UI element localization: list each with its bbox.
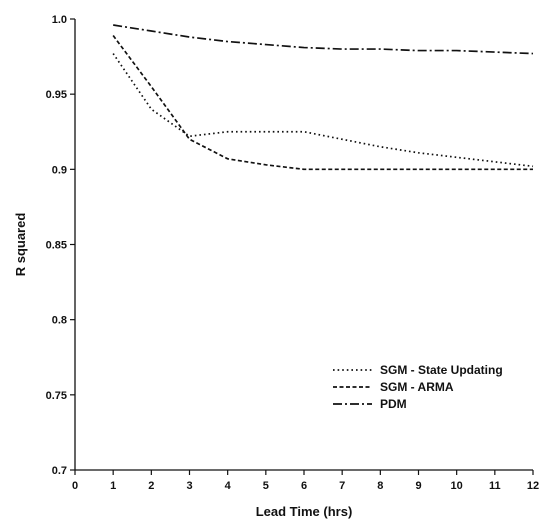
x-axis-title: Lead Time (hrs)	[256, 504, 353, 519]
legend-label: SGM - State Updating	[380, 363, 503, 377]
x-tick-label: 6	[301, 480, 307, 492]
y-tick-label: 0.95	[46, 89, 67, 101]
x-tick-label: 3	[186, 480, 192, 492]
y-tick-label: 0.8	[52, 315, 67, 327]
y-tick-label: 1.0	[52, 14, 67, 26]
y-tick-label: 0.9	[52, 164, 67, 176]
series-line-dashed	[112, 35, 533, 171]
legend: SGM - State Updating SGM - ARMA PDM	[333, 363, 503, 411]
x-tick-label: 10	[451, 480, 463, 492]
x-tick-label: 5	[263, 480, 269, 492]
y-tick-label: 0.75	[46, 390, 67, 402]
series-line-dashdot	[113, 24, 534, 55]
x-tick-label: 12	[527, 480, 539, 492]
x-tick-label: 4	[225, 480, 232, 492]
y-tick-label: 0.85	[46, 240, 67, 252]
y-tick-label: 0.7	[52, 465, 67, 477]
x-tick-label: 9	[415, 480, 421, 492]
x-tick-label: 1	[110, 480, 116, 492]
x-tick-label: 7	[339, 480, 345, 492]
x-tick-label: 0	[72, 480, 78, 492]
x-tick-label: 8	[377, 480, 383, 492]
tick-marks: 0.70.750.80.850.90.951.00 1 2 3 4 5 6 7 8 9 10 11 12	[46, 14, 540, 492]
legend-label: SGM - ARMA	[380, 380, 454, 394]
legend-label: PDM	[380, 397, 407, 411]
series-lines	[112, 24, 534, 171]
series-line-dotted	[112, 53, 534, 168]
x-tick-label: 11	[489, 480, 501, 492]
x-tick-label: 2	[148, 480, 154, 492]
y-axis-title: R squared	[13, 213, 28, 277]
chart-axes	[74, 19, 533, 471]
